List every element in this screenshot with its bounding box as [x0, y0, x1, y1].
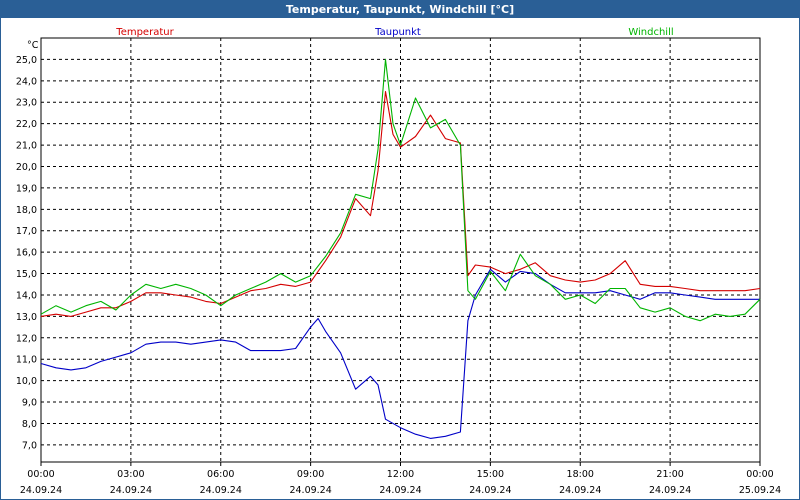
legend-windchill: Windchill [628, 27, 673, 38]
x-tick-time-label: 00:00 [746, 469, 773, 480]
x-tick-date-label: 24.09.24 [649, 485, 691, 496]
x-tick-date-label: 24.09.24 [20, 485, 62, 496]
y-tick-label: 24,0 [16, 76, 37, 87]
x-tick-time-label: 18:00 [567, 469, 594, 480]
x-tick-time-label: 15:00 [477, 469, 504, 480]
legend-temperatur: Temperatur [115, 27, 174, 38]
x-tick-date-label: 24.09.24 [379, 485, 421, 496]
x-tick-time-label: 09:00 [297, 469, 324, 480]
y-tick-label: 22,0 [16, 119, 37, 130]
y-tick-label: 19,0 [16, 183, 37, 194]
x-tick-time-label: 00:00 [27, 469, 54, 480]
x-tick-time-label: 03:00 [117, 469, 144, 480]
x-tick-time-label: 06:00 [207, 469, 234, 480]
y-tick-label: 9,0 [22, 398, 37, 409]
x-tick-date-label: 25.09.24 [739, 485, 781, 496]
x-tick-date-label: 24.09.24 [469, 485, 511, 496]
y-tick-label: 15,0 [16, 269, 37, 280]
plot-area-border [40, 37, 761, 463]
series-line-taupunkt [40, 268, 760, 439]
y-tick-label: 14,0 [16, 290, 37, 301]
y-tick-label: 20,0 [16, 162, 37, 173]
series-line-windchill [40, 58, 761, 322]
x-tick-date-label: 24.09.24 [110, 485, 152, 496]
series-line-temperatur [40, 90, 761, 317]
y-tick-label: 7,0 [22, 440, 37, 451]
y-tick-label: 17,0 [16, 226, 37, 237]
y-tick-label: 10,0 [16, 376, 37, 387]
y-tick-label: 11,0 [16, 355, 37, 366]
y-tick-label: 23,0 [16, 98, 37, 109]
y-axis-unit-label: °C [27, 40, 39, 51]
x-tick-date-label: 24.09.24 [200, 485, 242, 496]
y-tick-label: 25,0 [16, 55, 37, 66]
y-tick-label: 12,0 [16, 333, 37, 344]
x-tick-date-label: 24.09.24 [289, 485, 331, 496]
x-tick-time-label: 21:00 [656, 469, 683, 480]
y-tick-label: 16,0 [16, 248, 37, 259]
x-tick-time-label: 12:00 [387, 469, 414, 480]
window-title: Temperatur, Taupunkt, Windchill [°C] [1, 1, 799, 18]
x-tick-date-label: 24.09.24 [559, 485, 601, 496]
y-tick-label: 18,0 [16, 205, 37, 216]
y-tick-label: 21,0 [16, 141, 37, 152]
y-tick-label: 8,0 [22, 419, 37, 430]
y-tick-label: 13,0 [16, 312, 37, 323]
legend-taupunkt: Taupunkt [374, 27, 421, 38]
